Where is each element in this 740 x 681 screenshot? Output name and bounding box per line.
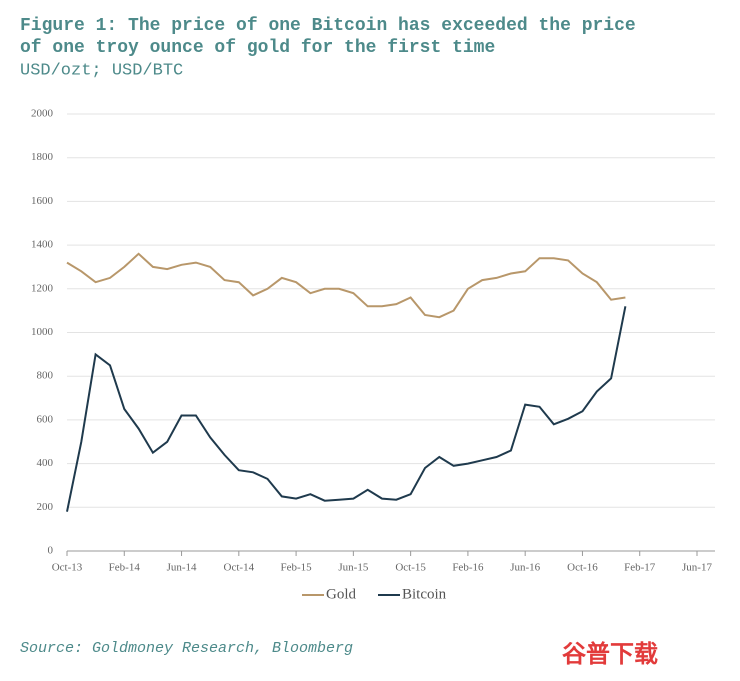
- y-tick-label: 400: [37, 457, 54, 469]
- x-tick-label: Feb-15: [281, 562, 313, 574]
- y-tick-label: 800: [37, 370, 54, 382]
- y-tick-label: 1800: [31, 151, 54, 163]
- source: Source: Goldmoney Research, Bloomberg: [20, 640, 353, 657]
- y-tick-label: 200: [37, 501, 54, 513]
- legend-label: Bitcoin: [402, 586, 447, 602]
- x-tick-label: Jun-15: [338, 562, 368, 574]
- y-tick-label: 0: [48, 545, 54, 557]
- line-bitcoin: [66, 306, 627, 512]
- y-tick-label: 1200: [31, 282, 54, 294]
- chart-title: Figure 1: The price of one Bitcoin has e…: [20, 16, 636, 36]
- legend-label: Gold: [326, 586, 357, 602]
- y-tick-label: 1600: [31, 195, 54, 207]
- x-tick-label: Oct-15: [395, 562, 426, 574]
- y-tick-label: 1400: [31, 239, 54, 251]
- x-tick-label: Feb-14: [109, 562, 141, 574]
- x-tick-label: Jun-16: [510, 562, 540, 574]
- x-tick-label: Jun-17: [682, 562, 712, 574]
- x-tick-label: Oct-16: [567, 562, 598, 574]
- y-tick-label: 2000: [31, 108, 54, 120]
- line-gold: [66, 252, 626, 319]
- x-tick-label: Oct-14: [224, 562, 255, 574]
- x-tick-label: Oct-13: [52, 562, 83, 574]
- x-tick-label: Feb-16: [452, 562, 484, 574]
- y-tick-label: 1000: [31, 326, 54, 338]
- watermark: 谷普下载: [562, 640, 658, 668]
- x-tick-label: Feb-17: [624, 562, 656, 574]
- chart-subtitle: USD/ozt; USD/BTC: [20, 61, 183, 80]
- chart-title: of one troy ounce of gold for the first …: [20, 38, 495, 58]
- y-tick-label: 600: [37, 413, 54, 425]
- x-tick-label: Jun-14: [167, 562, 197, 574]
